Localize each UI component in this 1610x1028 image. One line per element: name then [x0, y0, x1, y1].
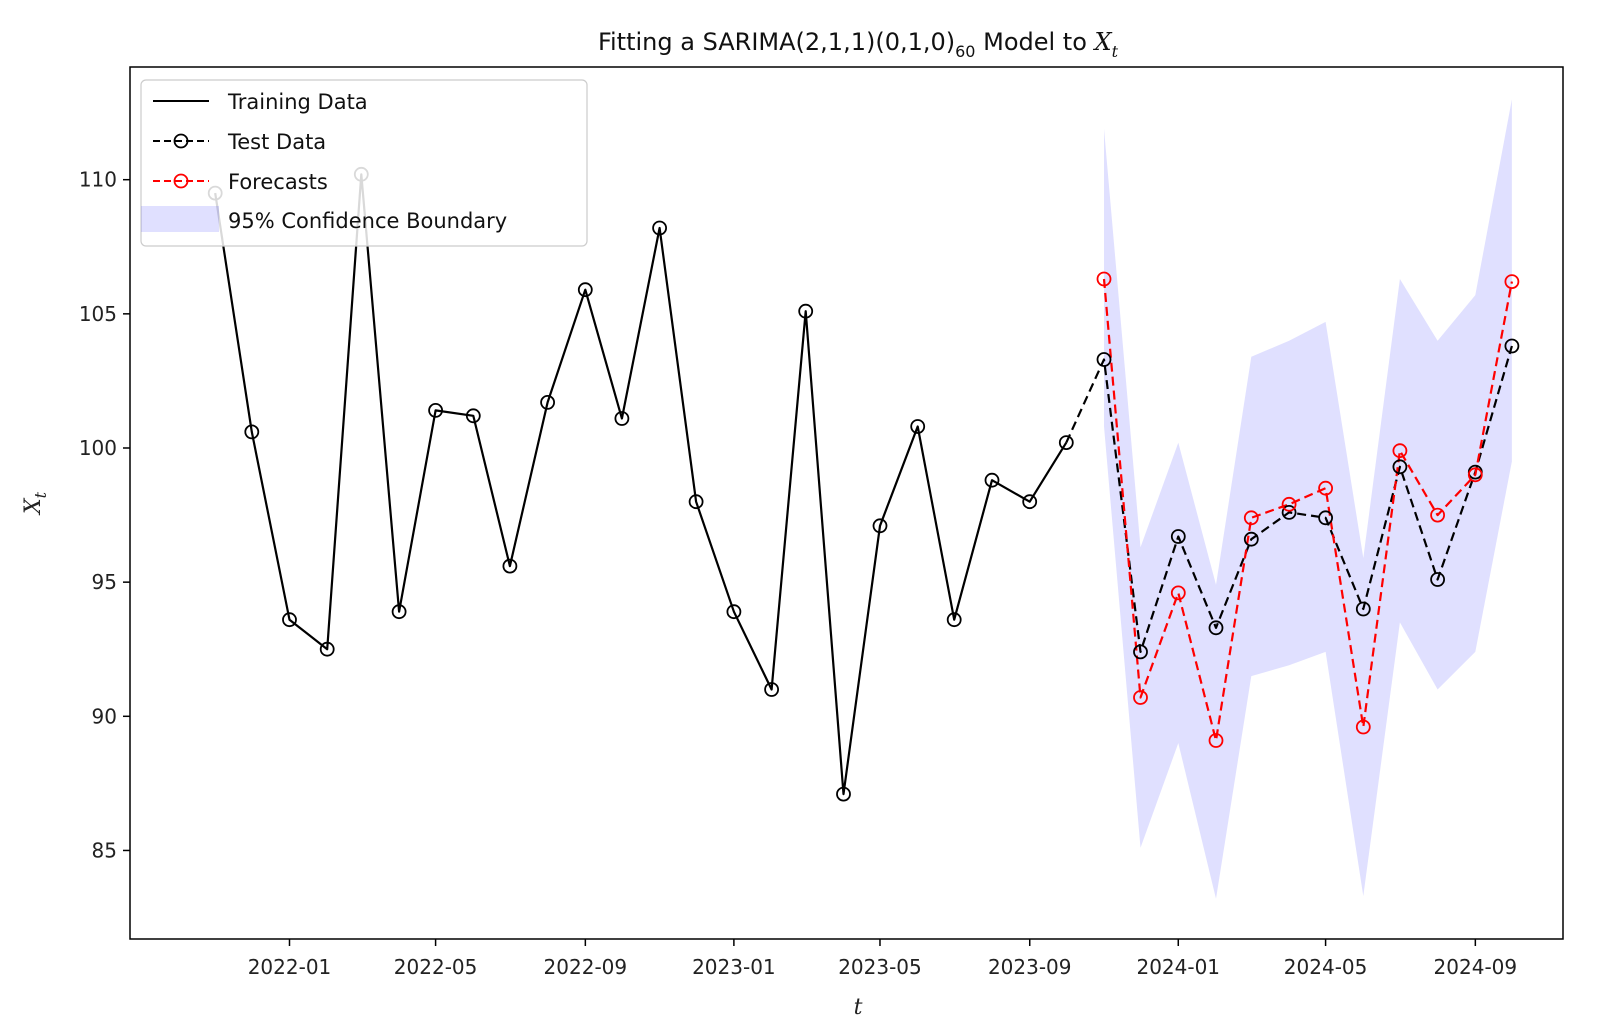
training-point: [428, 402, 444, 418]
y-axis-ticks: 85 90 95 100 105 110: [79, 168, 130, 862]
x-tick-label: 2022-05: [394, 955, 478, 979]
forecast-point: [1243, 510, 1259, 526]
y-tick-label: 105: [79, 302, 117, 326]
chart-title: Fitting a SARIMA(2,1,1)(0,1,0)60 Model t…: [598, 28, 1119, 61]
test-point: [1504, 338, 1520, 354]
training-point: [652, 220, 667, 236]
test-line: [1065, 345, 1513, 654]
training-point: [984, 472, 1000, 488]
x-tick-label: 2023-09: [988, 955, 1072, 979]
x-tick-label: 2024-01: [1136, 955, 1220, 979]
forecast-point: [1170, 585, 1186, 601]
training-point: [391, 604, 407, 620]
training-point: [836, 786, 851, 802]
y-tick-label: 100: [79, 436, 117, 460]
x-tick-label: 2022-01: [248, 955, 332, 979]
test-point: [1281, 505, 1297, 520]
x-axis-label: t: [854, 995, 863, 1020]
x-tick-label: 2023-05: [838, 955, 922, 979]
test-point: [1430, 572, 1445, 587]
training-point: [946, 612, 962, 628]
training-point: [282, 612, 297, 628]
x-tick-label: 2022-09: [544, 955, 628, 979]
chart-title-subscript: 60: [955, 42, 975, 61]
training-point: [726, 604, 742, 620]
x-tick-label: 2024-09: [1434, 955, 1518, 979]
legend-confidence-swatch: [141, 206, 219, 232]
training-point: [465, 408, 481, 424]
plot-frame: [129, 66, 1564, 940]
training-point: [910, 419, 926, 434]
test-point: [1392, 459, 1408, 475]
training-point: [244, 424, 260, 440]
training-point: [798, 303, 814, 319]
test-point: [1355, 601, 1371, 617]
y-tick-label: 90: [92, 704, 117, 728]
training-point: [614, 411, 630, 426]
training-point: [577, 282, 593, 298]
forecast-point: [1208, 733, 1224, 748]
forecast-point: [1467, 467, 1483, 483]
legend-test-marker: [173, 133, 189, 149]
y-axis-label: Xt: [21, 491, 50, 516]
legend-training-label: Training Data: [227, 90, 368, 114]
y-tick-label: 85: [92, 838, 117, 862]
training-point: [502, 558, 518, 574]
x-axis-ticks: 2022-01 2022-05 2022-09 2023-01 2023-05 2023-…: [248, 939, 1517, 979]
training-point: [1058, 435, 1074, 451]
legend-forecast-label: Forecasts: [228, 170, 328, 194]
forecast-point: [1281, 496, 1297, 512]
confidence-band-layer: [1104, 99, 1512, 899]
test-point: [1133, 644, 1148, 660]
legend-test-label: Test Data: [227, 130, 326, 154]
series-lines-layer: [214, 173, 1513, 796]
test-point: [1208, 620, 1224, 636]
training-point: [540, 394, 555, 410]
forecast-point: [1355, 719, 1371, 735]
legend-box: [140, 79, 588, 247]
training-point: [1022, 494, 1038, 510]
y-tick-label: 95: [92, 570, 117, 594]
training-point: [319, 641, 335, 657]
training-line: [214, 173, 1068, 796]
forecast-line: [1102, 278, 1513, 742]
legend: Training Data Test Data Forecasts 95% Co…: [140, 79, 588, 247]
forecast-point: [1318, 480, 1333, 496]
y-tick-label: 110: [79, 168, 117, 192]
forecast-point: [1133, 690, 1148, 705]
series-markers-layer: [207, 166, 1520, 802]
training-point: [872, 518, 888, 534]
test-point: [1096, 352, 1112, 367]
legend-confidence-label: 95% Confidence Boundary: [228, 209, 507, 233]
x-tick-label: 2024-05: [1284, 955, 1368, 979]
forecast-point: [1096, 271, 1112, 287]
training-point: [764, 682, 779, 697]
training-point: [688, 494, 704, 510]
legend-forecast-marker: [173, 173, 189, 189]
test-point: [1170, 529, 1186, 544]
test-point: [1243, 531, 1259, 547]
confidence-band: [1104, 99, 1512, 899]
forecast-point: [1392, 443, 1408, 459]
forecast-point: [1430, 507, 1445, 523]
forecast-point: [1504, 274, 1520, 290]
test-point: [1318, 510, 1333, 526]
x-tick-label: 2023-01: [692, 955, 776, 979]
